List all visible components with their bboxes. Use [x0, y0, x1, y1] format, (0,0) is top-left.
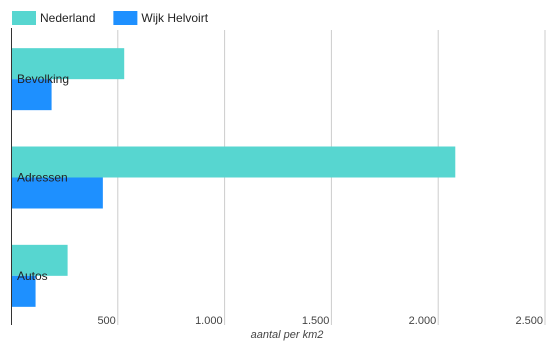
bar-nederland[interactable]: [11, 48, 125, 80]
legend-swatch: [113, 11, 138, 25]
legend-swatch: [12, 11, 36, 25]
bar-wijk-helvoirt[interactable]: [11, 79, 52, 111]
x-tick-label: 500: [97, 315, 115, 327]
legend-item[interactable]: Wijk Helvoirt: [113, 11, 209, 25]
legend[interactable]: Nederland Wijk Helvoirt: [12, 11, 209, 25]
category-label: Bevolking: [17, 72, 69, 86]
category-label: Autos: [17, 269, 48, 283]
axes: 500 1.000 1.500 2.000 2.500 Bevolking Adressen…: [11, 28, 543, 327]
legend-label: Nederland: [40, 11, 95, 25]
x-tick-label: 1.500: [302, 315, 330, 327]
x-tick-label: 2.000: [409, 315, 437, 327]
bars: [11, 48, 456, 307]
bar-wijk-helvoirt[interactable]: [11, 177, 103, 209]
legend-label: Wijk Helvoirt: [141, 11, 208, 25]
x-tick-label: 2.500: [515, 315, 543, 327]
legend-item[interactable]: Nederland: [12, 11, 95, 25]
x-axis-title: aantal per km2: [251, 329, 324, 341]
bar-nederland[interactable]: [11, 244, 68, 276]
category-label: Adressen: [17, 171, 68, 185]
x-tick-label: 1.000: [195, 315, 223, 327]
bar-wijk-helvoirt[interactable]: [11, 275, 36, 307]
bar-nederland[interactable]: [11, 146, 456, 178]
